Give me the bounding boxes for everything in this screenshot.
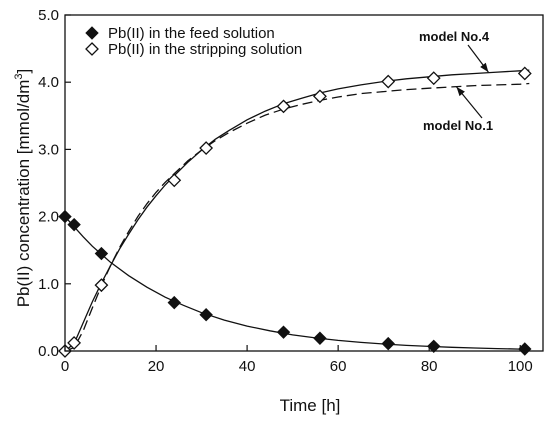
legend-label-stripping: Pb(II) in the stripping solution: [108, 41, 302, 58]
y-tick-label: 1.0: [38, 276, 59, 293]
annotation-model-4: model No.4: [419, 29, 490, 73]
point-stripping: [199, 141, 214, 155]
point-feed: [67, 217, 81, 232]
point-feed: [276, 325, 291, 339]
curve-model-no-1: [64, 82, 530, 352]
point-stripping: [167, 173, 182, 188]
data-points: [58, 66, 532, 358]
x-tick-label: 100: [508, 358, 533, 375]
y-tick-label: 3.0: [38, 141, 59, 158]
y-tick-label: 5.0: [38, 7, 59, 24]
y-axis-title-superscript: 3: [13, 73, 25, 79]
point-feed: [94, 246, 109, 261]
curve-feed-model-fit: [64, 216, 530, 350]
x-tick-label: 80: [421, 358, 438, 375]
y-tick-label: 4.0: [38, 74, 59, 91]
annotation-model-1-label: model No.1: [423, 118, 493, 133]
point-feed: [199, 308, 213, 322]
x-axis-title: Time [h]: [280, 396, 341, 415]
y-tick-label: 2.0: [38, 209, 59, 226]
y-axis-title-end: ]: [14, 69, 33, 74]
legend-marker-filled-diamond: [85, 26, 99, 40]
point-stripping: [67, 336, 82, 350]
point-feed: [381, 336, 395, 351]
legend-item-stripping: Pb(II) in the stripping solution: [85, 41, 302, 58]
annotation-model-1: model No.1: [423, 86, 493, 133]
annotation-model-1-arrowhead: [456, 86, 465, 97]
point-stripping: [381, 74, 396, 89]
point-stripping: [313, 89, 327, 104]
point-feed: [313, 331, 327, 345]
annotation-model-4-label: model No.4: [419, 29, 490, 44]
plot-frame: [64, 14, 544, 352]
x-tick-label: 40: [239, 358, 256, 375]
legend-label-feed: Pb(II) in the feed solution: [108, 25, 275, 42]
y-axis-title-main: Pb(II) concentration [mmol/dm: [14, 80, 33, 308]
point-stripping: [94, 278, 109, 293]
annotation-model-4-arrowhead: [480, 62, 489, 73]
axes: 0 20 40 60 80 100 0.0 1.0 2.0 3.0 4.0 5.0: [38, 7, 544, 375]
x-tick-label: 0: [61, 358, 69, 375]
model-curves: [64, 69, 530, 352]
point-stripping: [517, 66, 532, 81]
y-axis-title: Pb(II) concentration [mmol/dm3]: [13, 69, 33, 308]
point-stripping: [276, 99, 291, 114]
point-feed: [167, 295, 181, 310]
point-stripping: [426, 71, 441, 86]
curve-model-no-4: [64, 69, 530, 352]
point-feed: [427, 339, 441, 354]
x-tick-label: 60: [330, 358, 347, 375]
y-tick-label: 0.0: [38, 343, 59, 360]
x-tick-label: 20: [148, 358, 165, 375]
legend-item-feed: Pb(II) in the feed solution: [85, 25, 275, 42]
legend: Pb(II) in the feed solution Pb(II) in th…: [85, 25, 302, 58]
legend-marker-open-diamond: [85, 42, 99, 56]
